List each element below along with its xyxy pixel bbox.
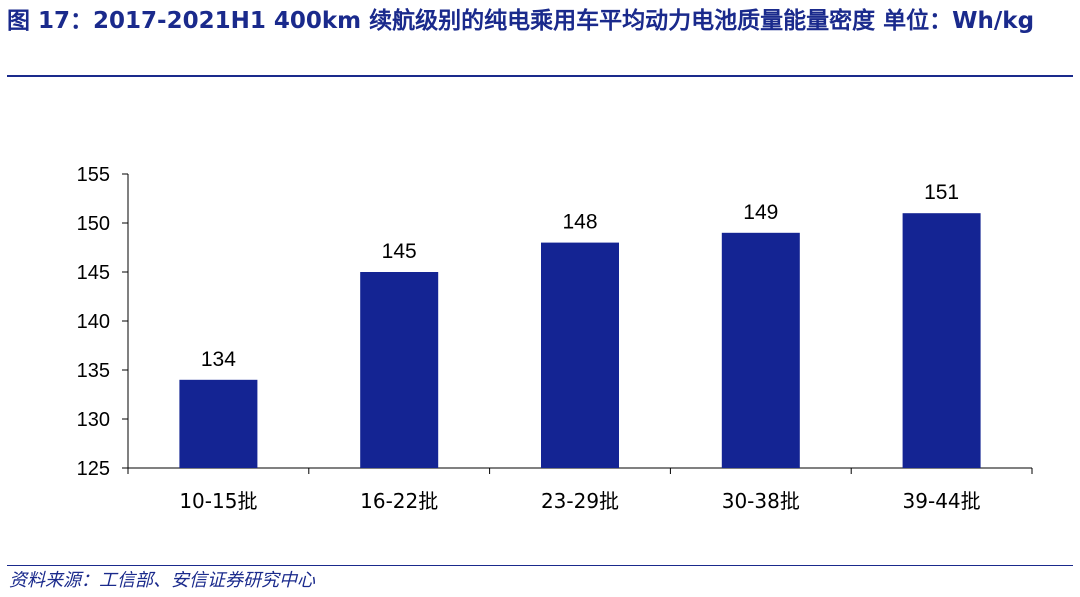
y-tick-label: 150 [77,213,110,235]
data-labels: 134 145 148 149 151 [201,181,959,371]
bar [721,232,800,468]
bar [179,379,258,468]
x-category-label: 23-29批 [541,489,619,513]
x-category-label: 30-38批 [722,489,800,513]
y-tick-label: 125 [77,458,110,480]
x-category-label: 16-22批 [360,489,438,513]
y-tick-label: 155 [77,164,110,186]
y-tick-label: 135 [77,360,110,382]
x-axis: 10-15批 16-22批 23-29批 30-38批 39-44批 [127,467,1033,513]
source-note: 资料来源：工信部、安信证券研究中心 [9,570,315,591]
title-divider [7,75,1073,77]
bar-value-label: 148 [562,211,597,234]
bar-value-label: 145 [382,240,417,263]
x-category-label: 39-44批 [903,489,981,513]
footer-divider [7,565,1073,566]
bar [360,272,439,468]
bar-value-label: 134 [201,348,236,371]
bar [902,213,981,468]
figure-title: 图 17：2017-2021H1 400km 续航级别的纯电乘用车平均动力电池质… [7,8,1035,34]
y-axis: 125 130 135 140 145 150 155 [77,164,129,480]
y-tick-label: 130 [77,409,110,431]
bar-value-label: 151 [924,181,959,204]
x-category-label: 10-15批 [179,489,257,513]
y-tick-label: 140 [77,311,110,333]
bars [179,213,981,468]
bar-value-label: 149 [743,201,778,224]
bar [541,242,619,468]
bar-chart: 125 130 135 140 145 150 155 10-15批 16-22批 23-29批… [77,164,1033,513]
y-tick-label: 145 [77,262,110,284]
